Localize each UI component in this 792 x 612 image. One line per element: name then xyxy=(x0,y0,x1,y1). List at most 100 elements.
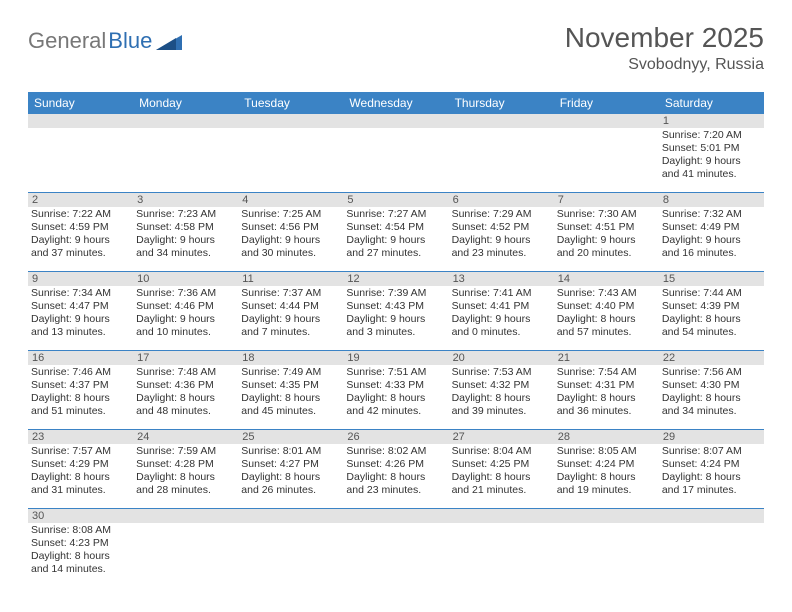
day-line: and 13 minutes. xyxy=(31,326,130,339)
day-cell xyxy=(28,128,133,192)
day-number: 21 xyxy=(554,351,659,365)
day-cell: Sunrise: 7:27 AMSunset: 4:54 PMDaylight:… xyxy=(343,207,448,271)
day-line: Sunset: 4:24 PM xyxy=(557,458,656,471)
daynum-row: 30 xyxy=(28,509,764,523)
day-line: Daylight: 8 hours xyxy=(31,471,130,484)
day-cell xyxy=(449,523,554,587)
day-line: Daylight: 8 hours xyxy=(31,550,130,563)
day-cell: Sunrise: 7:39 AMSunset: 4:43 PMDaylight:… xyxy=(343,286,448,350)
day-number: 28 xyxy=(554,430,659,444)
day-number: 19 xyxy=(343,351,448,365)
day-line: and 48 minutes. xyxy=(136,405,235,418)
calendar: Sunday Monday Tuesday Wednesday Thursday… xyxy=(28,92,764,587)
day-number: 24 xyxy=(133,430,238,444)
day-line: Daylight: 9 hours xyxy=(346,234,445,247)
day-line: Sunrise: 7:41 AM xyxy=(452,287,551,300)
day-line: and 27 minutes. xyxy=(346,247,445,260)
day-line: and 30 minutes. xyxy=(241,247,340,260)
day-number xyxy=(133,114,238,128)
day-cell: Sunrise: 7:20 AMSunset: 5:01 PMDaylight:… xyxy=(659,128,764,192)
day-line: and 34 minutes. xyxy=(662,405,761,418)
day-line: Sunrise: 7:53 AM xyxy=(452,366,551,379)
day-line: Sunset: 4:54 PM xyxy=(346,221,445,234)
day-line: Daylight: 9 hours xyxy=(241,313,340,326)
day-line: Daylight: 9 hours xyxy=(31,313,130,326)
day-number xyxy=(238,509,343,523)
day-line: Sunset: 4:39 PM xyxy=(662,300,761,313)
day-line: Sunset: 4:49 PM xyxy=(662,221,761,234)
day-line: Daylight: 8 hours xyxy=(452,392,551,405)
month-title: November 2025 xyxy=(565,22,764,54)
day-cell: Sunrise: 7:25 AMSunset: 4:56 PMDaylight:… xyxy=(238,207,343,271)
day-line: Daylight: 9 hours xyxy=(346,313,445,326)
day-line: Sunrise: 8:05 AM xyxy=(557,445,656,458)
week-row: Sunrise: 7:57 AMSunset: 4:29 PMDaylight:… xyxy=(28,444,764,509)
day-cell: Sunrise: 8:04 AMSunset: 4:25 PMDaylight:… xyxy=(449,444,554,508)
day-line: Sunset: 4:31 PM xyxy=(557,379,656,392)
day-number: 11 xyxy=(238,272,343,286)
day-cell: Sunrise: 7:59 AMSunset: 4:28 PMDaylight:… xyxy=(133,444,238,508)
day-line: Daylight: 9 hours xyxy=(662,234,761,247)
day-line: Sunset: 4:32 PM xyxy=(452,379,551,392)
day-cell xyxy=(133,128,238,192)
day-line: Sunrise: 7:43 AM xyxy=(557,287,656,300)
day-cell: Sunrise: 7:43 AMSunset: 4:40 PMDaylight:… xyxy=(554,286,659,350)
day-number: 18 xyxy=(238,351,343,365)
day-number: 27 xyxy=(449,430,554,444)
day-cell: Sunrise: 7:49 AMSunset: 4:35 PMDaylight:… xyxy=(238,365,343,429)
day-cell: Sunrise: 7:37 AMSunset: 4:44 PMDaylight:… xyxy=(238,286,343,350)
day-number: 9 xyxy=(28,272,133,286)
day-cell: Sunrise: 7:32 AMSunset: 4:49 PMDaylight:… xyxy=(659,207,764,271)
day-of-week-row: Sunday Monday Tuesday Wednesday Thursday… xyxy=(28,92,764,114)
day-line: Daylight: 8 hours xyxy=(662,471,761,484)
day-cell: Sunrise: 7:51 AMSunset: 4:33 PMDaylight:… xyxy=(343,365,448,429)
day-cell xyxy=(449,128,554,192)
day-number xyxy=(449,114,554,128)
day-line: Daylight: 8 hours xyxy=(136,471,235,484)
day-line: Sunset: 4:25 PM xyxy=(452,458,551,471)
day-cell: Sunrise: 7:54 AMSunset: 4:31 PMDaylight:… xyxy=(554,365,659,429)
day-line: Sunset: 4:37 PM xyxy=(31,379,130,392)
day-number: 5 xyxy=(343,193,448,207)
day-line: Sunrise: 7:37 AM xyxy=(241,287,340,300)
day-line: Daylight: 9 hours xyxy=(241,234,340,247)
day-line: Sunrise: 7:29 AM xyxy=(452,208,551,221)
day-number: 22 xyxy=(659,351,764,365)
day-line: Daylight: 8 hours xyxy=(557,471,656,484)
daynum-row: 1 xyxy=(28,114,764,128)
day-line: Sunrise: 7:34 AM xyxy=(31,287,130,300)
day-line: and 51 minutes. xyxy=(31,405,130,418)
dow-sunday: Sunday xyxy=(28,92,133,114)
day-cell: Sunrise: 8:05 AMSunset: 4:24 PMDaylight:… xyxy=(554,444,659,508)
day-line: Sunrise: 7:49 AM xyxy=(241,366,340,379)
day-line: Daylight: 8 hours xyxy=(241,471,340,484)
day-cell: Sunrise: 7:36 AMSunset: 4:46 PMDaylight:… xyxy=(133,286,238,350)
day-line: and 21 minutes. xyxy=(452,484,551,497)
day-line: Daylight: 8 hours xyxy=(346,392,445,405)
day-line: and 7 minutes. xyxy=(241,326,340,339)
week-row: Sunrise: 8:08 AMSunset: 4:23 PMDaylight:… xyxy=(28,523,764,587)
dow-monday: Monday xyxy=(133,92,238,114)
day-line: Daylight: 9 hours xyxy=(452,234,551,247)
day-line: Sunrise: 8:01 AM xyxy=(241,445,340,458)
day-cell: Sunrise: 7:56 AMSunset: 4:30 PMDaylight:… xyxy=(659,365,764,429)
day-line: and 42 minutes. xyxy=(346,405,445,418)
day-line: Sunrise: 7:27 AM xyxy=(346,208,445,221)
week-row: Sunrise: 7:22 AMSunset: 4:59 PMDaylight:… xyxy=(28,207,764,272)
day-line: Daylight: 8 hours xyxy=(557,313,656,326)
day-number: 20 xyxy=(449,351,554,365)
week-row: Sunrise: 7:20 AMSunset: 5:01 PMDaylight:… xyxy=(28,128,764,193)
day-line: Sunrise: 8:04 AM xyxy=(452,445,551,458)
day-line: Sunset: 4:46 PM xyxy=(136,300,235,313)
day-line: and 39 minutes. xyxy=(452,405,551,418)
day-line: Sunrise: 8:07 AM xyxy=(662,445,761,458)
day-number xyxy=(659,509,764,523)
day-cell: Sunrise: 8:08 AMSunset: 4:23 PMDaylight:… xyxy=(28,523,133,587)
header: GeneralBlue November 2025 Svobodnyy, Rus… xyxy=(28,22,764,74)
day-line: Sunrise: 7:46 AM xyxy=(31,366,130,379)
day-line: and 37 minutes. xyxy=(31,247,130,260)
day-line: Sunset: 4:24 PM xyxy=(662,458,761,471)
title-block: November 2025 Svobodnyy, Russia xyxy=(565,22,764,74)
day-line: Sunrise: 8:02 AM xyxy=(346,445,445,458)
day-line: Sunrise: 7:51 AM xyxy=(346,366,445,379)
